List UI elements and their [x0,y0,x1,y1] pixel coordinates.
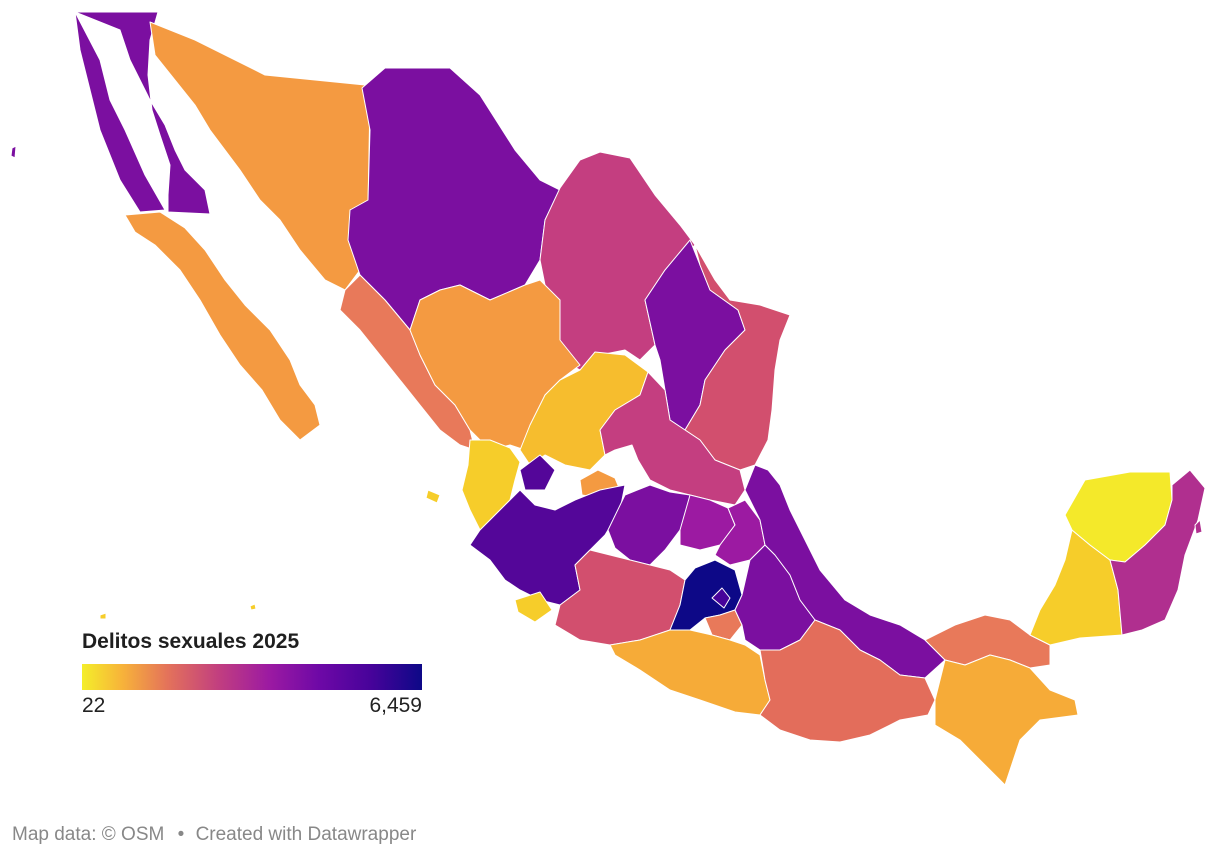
region-quintana-roo[interactable] [1109,469,1206,636]
legend-labels: 22 6,459 [82,694,422,722]
region-guerrero[interactable] [609,629,771,716]
region-baja-california-sur[interactable] [124,211,321,441]
legend-title: Delitos sexuales 2025 [82,630,300,653]
region-island-clarion [249,603,257,611]
region-island-marias [425,489,441,504]
region-ciudad-de-mexico[interactable] [711,587,731,609]
region-estado-de-mexico[interactable] [669,559,743,631]
region-island-cozumel [1194,519,1203,535]
region-island-socorro [99,612,107,620]
region-veracruz[interactable] [744,464,946,679]
footer-separator: • [177,824,185,845]
datawrapper-credit[interactable]: Created with Datawrapper [195,824,417,845]
region-hidalgo[interactable] [714,499,766,566]
legend-gradient-bar [82,664,422,690]
region-guanajuato[interactable] [607,484,699,566]
region-colima[interactable] [514,591,553,623]
map-data-credit[interactable]: Map data: © OSM [12,824,165,845]
region-chiapas[interactable] [934,654,1079,786]
color-legend: Delitos sexuales 2025 22 6,459 [82,630,422,722]
region-island-west [10,145,17,159]
region-jalisco[interactable] [469,454,626,606]
region-oaxaca[interactable] [759,619,936,743]
legend-min-label: 22 [82,694,106,717]
attribution-footer: Map data: © OSM • Created with Datawrapp… [12,824,416,846]
region-baja-california[interactable] [74,11,211,215]
region-michoacan[interactable] [554,549,686,646]
legend-max-label: 6,459 [369,694,422,717]
